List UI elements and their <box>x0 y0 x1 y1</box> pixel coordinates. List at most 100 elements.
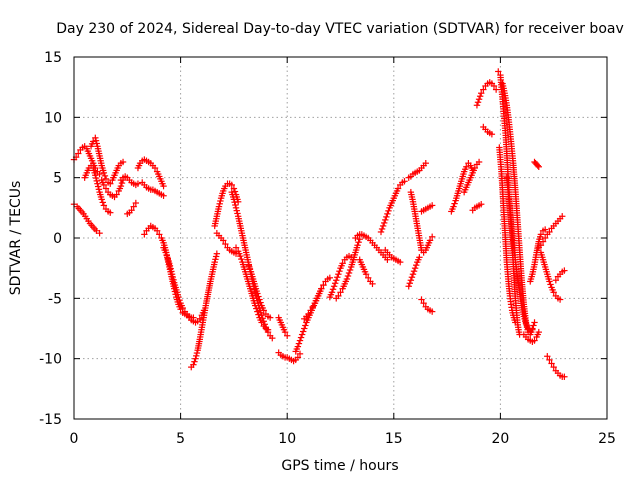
data-point-arc43 <box>531 319 538 326</box>
data-point-arc4 <box>92 172 99 179</box>
data-point-arc11 <box>176 296 183 304</box>
data-point-arc3 <box>100 169 108 177</box>
data-point-arc36 <box>475 158 483 166</box>
data-point-arc5 <box>113 191 120 198</box>
data-point-arc44 <box>535 328 542 336</box>
data-point-arc7 <box>130 203 137 210</box>
data-point-arc22 <box>318 285 325 292</box>
data-point-arc22 <box>307 307 314 314</box>
data-point-arc48 <box>559 213 566 220</box>
data-point-arc18 <box>266 314 274 321</box>
data-point-arc16 <box>232 204 240 212</box>
data-point-arc24 <box>335 292 342 300</box>
data-point-arc24 <box>337 289 344 296</box>
data-point-arc49 <box>550 363 557 371</box>
data-point-arc17 <box>252 302 259 309</box>
data-point-arc33 <box>428 233 436 240</box>
data-point-arc18 <box>257 299 264 306</box>
data-point-arc14 <box>228 181 235 189</box>
data-point-arc24 <box>355 239 362 246</box>
data-point-arc47 <box>547 281 554 288</box>
data-point-arc21 <box>301 325 308 332</box>
x-tick-label: 15 <box>385 431 403 447</box>
data-point-arc12 <box>212 253 220 260</box>
data-point-arc23 <box>331 280 339 287</box>
data-point-arc4 <box>98 196 105 203</box>
data-point-arc21 <box>326 274 334 282</box>
x-tick-label: 0 <box>70 431 79 447</box>
data-point-arc38 <box>475 96 483 103</box>
data-point-arc38 <box>478 90 485 97</box>
data-point-arc16 <box>232 201 239 209</box>
data-point-arc18 <box>260 307 267 314</box>
data-point-arc31 <box>416 254 423 261</box>
x-tick-label: 20 <box>491 431 509 447</box>
data-point-arc18 <box>256 296 263 303</box>
data-point-arc31 <box>407 277 415 284</box>
data-point-arc3 <box>119 158 127 166</box>
data-point-arc17 <box>253 305 260 312</box>
data-point-arc20 <box>281 328 289 336</box>
x-axis-title: GPS time / hours <box>281 458 398 474</box>
data-point-arc9 <box>160 192 167 199</box>
data-point-arc12 <box>193 349 201 357</box>
data-point-arc3 <box>93 140 100 147</box>
data-point-arc11 <box>166 262 174 269</box>
y-tick-label: 5 <box>53 171 62 187</box>
data-point-arc23 <box>334 274 341 281</box>
data-point-arc50 <box>552 277 560 284</box>
data-point-arc4 <box>99 199 106 206</box>
data-point-arc43 <box>529 325 536 332</box>
data-point-arc33 <box>426 237 434 244</box>
data-point-arc3 <box>92 134 99 142</box>
data-point-arc17 <box>238 255 245 263</box>
data-point-arc6 <box>134 180 142 187</box>
data-point-arc38 <box>492 86 500 93</box>
data-point-arc27 <box>401 178 408 185</box>
data-point-arc18 <box>255 293 262 300</box>
data-point-arc14 <box>230 185 238 192</box>
data-point-arc26 <box>365 274 372 282</box>
data-point-arc31 <box>409 271 417 278</box>
data-point-arc2 <box>96 229 103 237</box>
data-point-arc22 <box>309 303 316 310</box>
data-points-layer <box>70 68 568 380</box>
data-point-arc38 <box>480 86 487 93</box>
data-point-arc24 <box>344 272 352 280</box>
x-tick-label: 10 <box>278 431 296 447</box>
data-point-arc3 <box>107 180 114 187</box>
data-point-arc47 <box>556 296 564 303</box>
data-point-arc4 <box>94 183 102 190</box>
data-point-arc23 <box>339 260 346 267</box>
data-point-arc47 <box>546 278 553 285</box>
data-point-arc44 <box>531 337 538 344</box>
data-point-arc12 <box>211 258 218 266</box>
data-point-arc31 <box>406 280 413 287</box>
data-point-arc23 <box>333 277 340 284</box>
data-point-arc10 <box>141 231 148 238</box>
data-point-arc7 <box>128 207 135 214</box>
data-point-arc24 <box>343 275 351 283</box>
data-point-arc21 <box>298 331 306 338</box>
data-point-arc48 <box>537 242 545 249</box>
data-point-arc4 <box>100 202 108 209</box>
data-point-arc23 <box>330 283 338 290</box>
data-point-arc23 <box>336 267 343 275</box>
data-point-arc8 <box>160 182 167 190</box>
data-point-arc13 <box>196 315 203 323</box>
y-tick-label: 10 <box>44 110 62 126</box>
data-point-arc11 <box>169 273 176 281</box>
data-point-arc14 <box>217 197 224 205</box>
data-point-arc11 <box>168 268 175 275</box>
data-point-arc17 <box>258 319 265 326</box>
data-point-arc34 <box>420 299 427 307</box>
data-point-arc5 <box>100 181 108 189</box>
y-tick-label: -15 <box>39 412 62 428</box>
data-point-arc17 <box>232 244 240 251</box>
data-point-arc13 <box>200 307 208 314</box>
data-point-arc38 <box>473 102 481 109</box>
data-point-arc20 <box>284 332 291 339</box>
data-point-arc27 <box>379 222 387 230</box>
